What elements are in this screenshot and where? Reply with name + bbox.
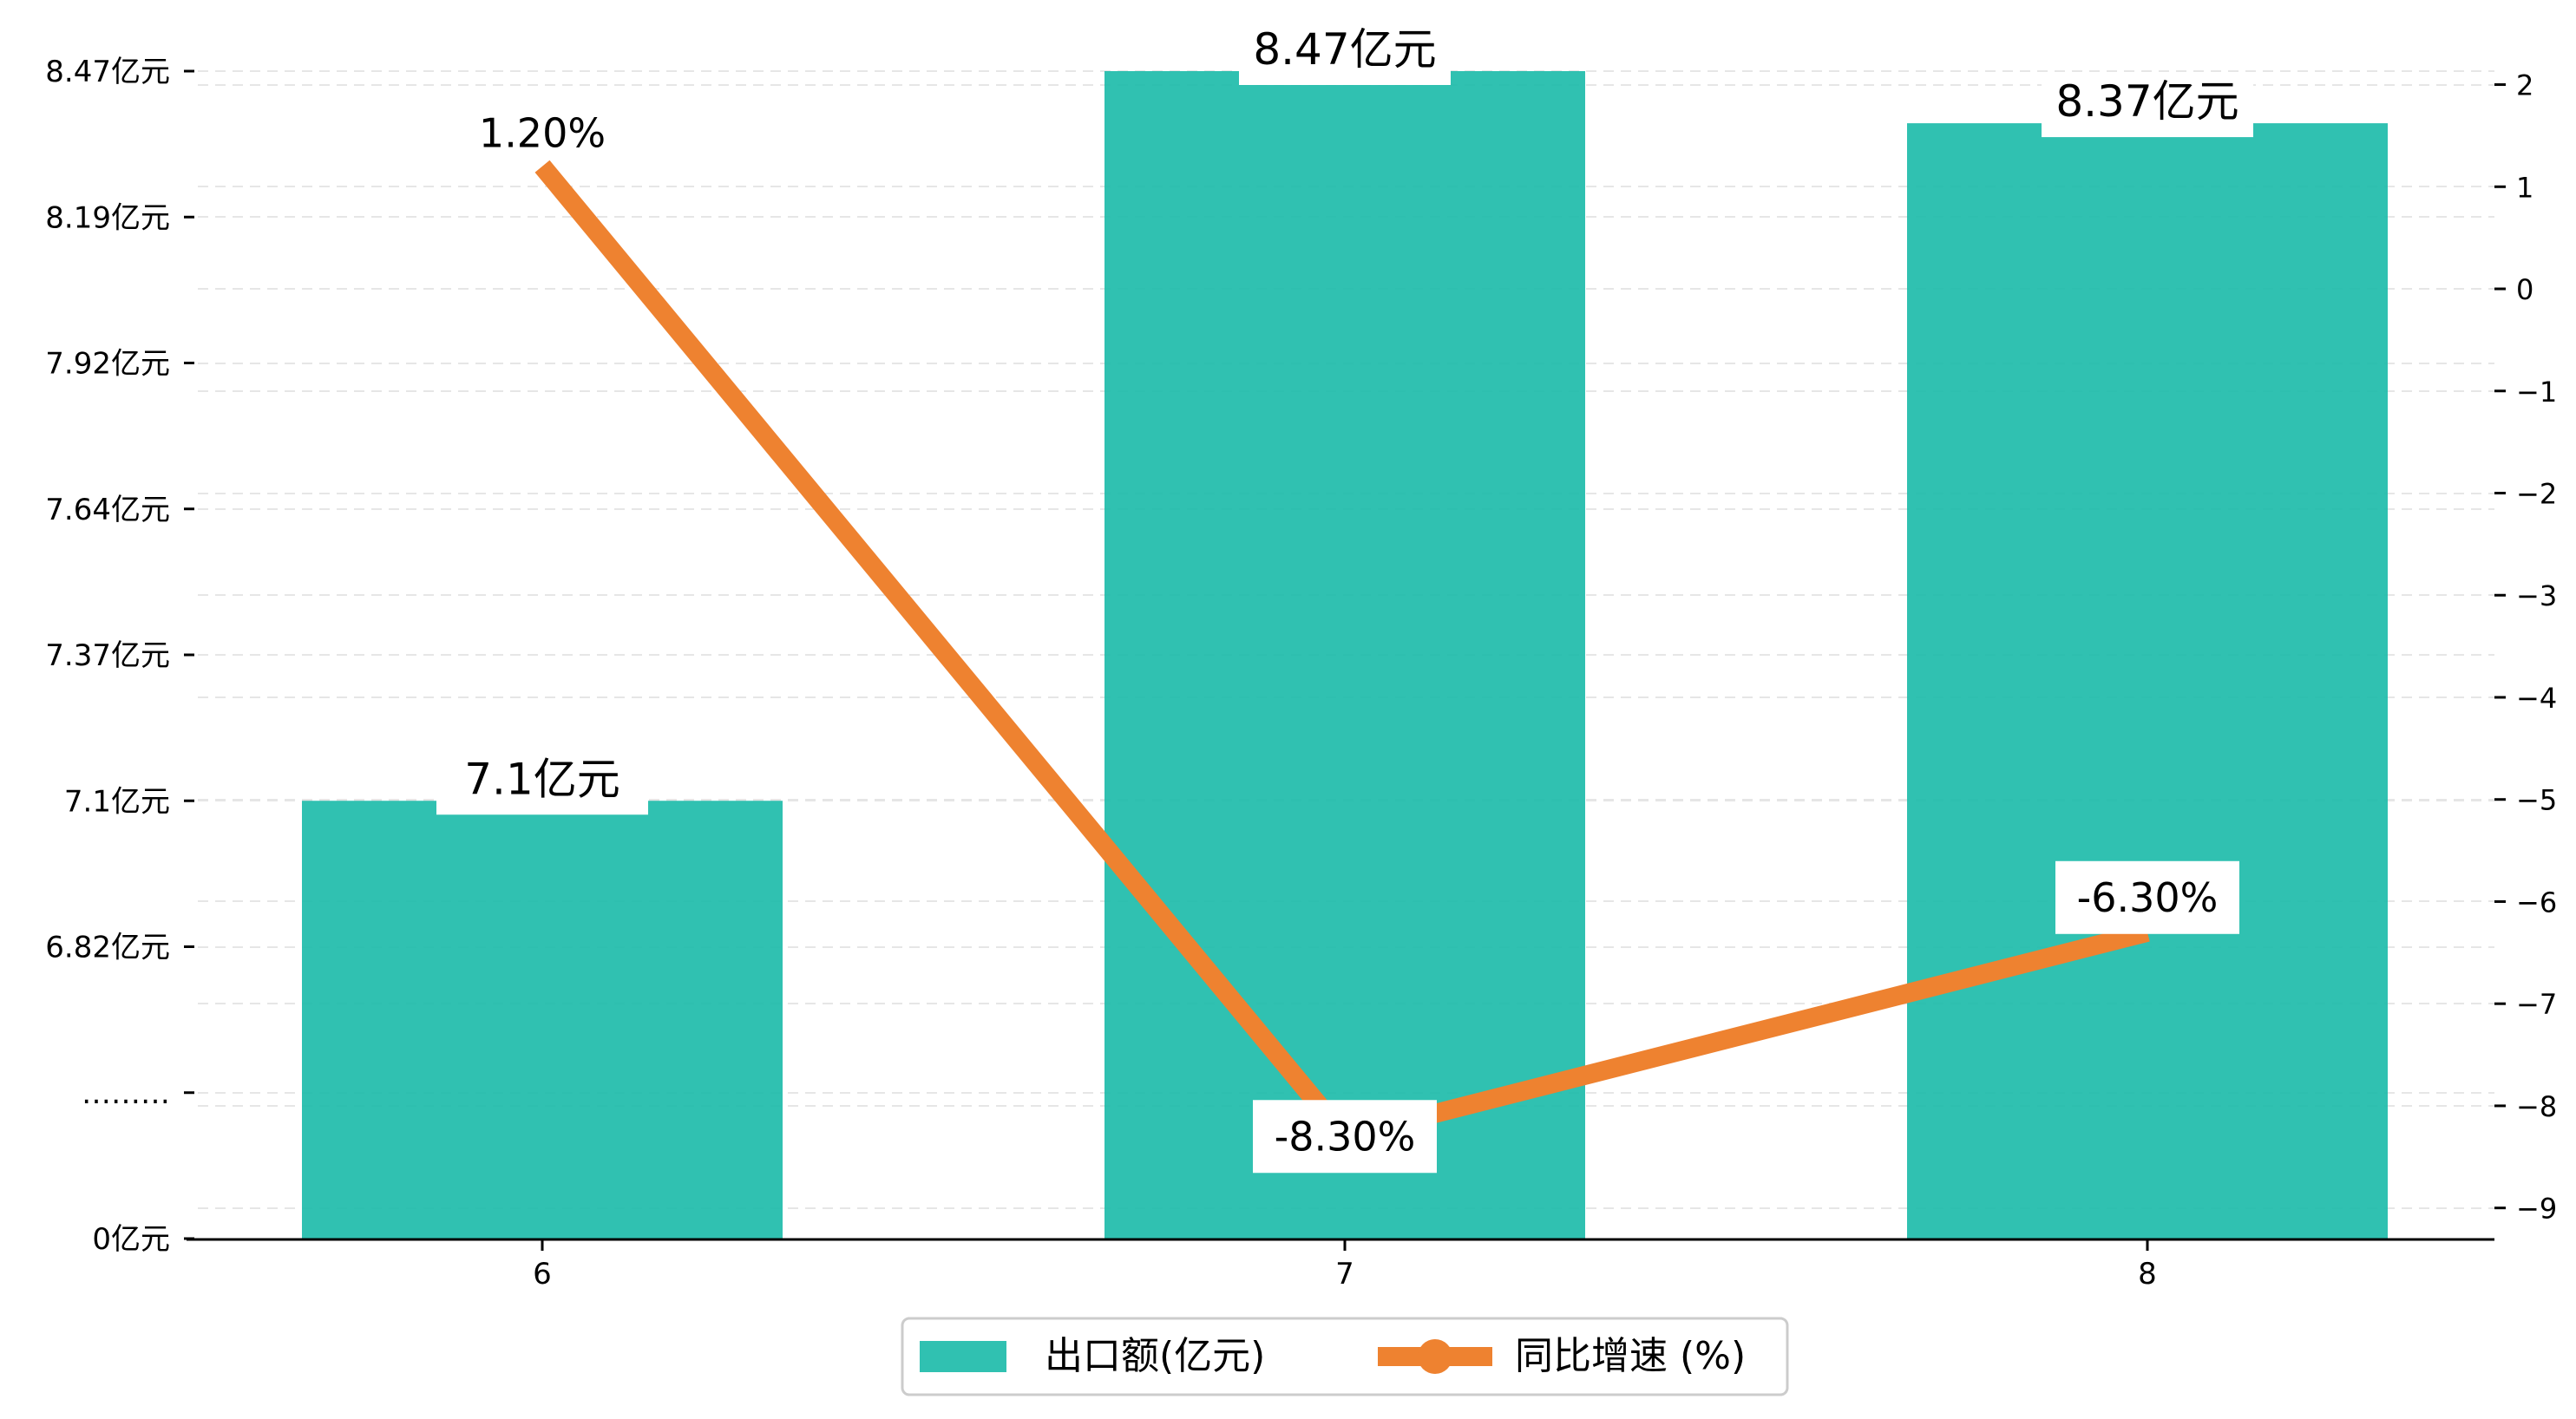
legend-swatch-bar <box>920 1341 1006 1372</box>
y-right-tick-label: −8 <box>2516 1090 2557 1123</box>
legend-label-bar: 出口额(亿元) <box>1045 1334 1265 1378</box>
y-right-tick-label: 2 <box>2516 69 2533 102</box>
line-data-label: -6.30% <box>2077 874 2219 921</box>
y-right-tick-label: −6 <box>2516 886 2557 919</box>
bar <box>1907 123 2388 1239</box>
y-right-tick-label: −1 <box>2516 376 2557 409</box>
legend: 出口额(亿元) 同比增速 (%) <box>901 1317 1789 1396</box>
y-right-tick-label: 0 <box>2516 273 2533 306</box>
y-right-tick-label: −9 <box>2516 1193 2557 1226</box>
x-tick-label: 8 <box>2138 1257 2157 1291</box>
y-left-tick-label: 7.64亿元 <box>45 493 170 527</box>
x-tick-label: 6 <box>533 1257 552 1291</box>
y-right-tick-label: −7 <box>2516 988 2557 1021</box>
y-left-tick-label: 0亿元 <box>92 1222 170 1257</box>
legend-marker-line <box>1418 1339 1452 1374</box>
y-left-tick-label: 8.19亿元 <box>45 200 170 235</box>
legend-label-line: 同比增速 (%) <box>1515 1334 1746 1378</box>
y-left-tick-label: 7.92亿元 <box>45 347 170 382</box>
y-right-tick-label: −2 <box>2516 478 2557 511</box>
y-left-tick-label: ……… <box>82 1076 170 1111</box>
x-tick-label: 7 <box>1335 1257 1354 1291</box>
bar <box>1104 71 1585 1239</box>
bar <box>302 801 783 1239</box>
data-labels: 7.1亿元 8.47亿元 8.37亿元 1.20% -8.30% -6.30% <box>436 21 2253 1174</box>
bar-label-box <box>2042 73 2253 138</box>
y-right-tick-label: 1 <box>2516 171 2533 204</box>
y-left-tick-label: 6.82亿元 <box>45 931 170 965</box>
bar-data-label: 8.47亿元 <box>1253 24 1436 75</box>
axes: 0亿元 ……… 6.82亿元 7.1亿元 7.37亿元 7.64亿元 7.92亿元 8.19亿… <box>45 55 2557 1291</box>
y-right-tick-label: −3 <box>2516 579 2557 612</box>
line-data-label: 1.20% <box>479 110 606 157</box>
bar-series <box>302 71 2388 1239</box>
bar-data-label: 7.1亿元 <box>464 754 620 804</box>
y-left-tick-label: 7.1亿元 <box>64 784 170 819</box>
bar-label-box <box>436 750 648 815</box>
line-label-box <box>2055 860 2239 934</box>
line-label-box <box>1253 1100 1437 1174</box>
y-right-tick-label: −5 <box>2516 784 2557 817</box>
y-left-tick-label: 8.47亿元 <box>45 55 170 89</box>
bar-data-label: 8.37亿元 <box>2055 76 2238 127</box>
legend-box <box>901 1317 1789 1396</box>
line-data-label: -8.30% <box>1275 1113 1416 1160</box>
y-left-tick-label: 7.37亿元 <box>45 638 170 673</box>
y-right-tick-label: −4 <box>2516 682 2557 715</box>
bar-label-box <box>1239 21 1451 85</box>
